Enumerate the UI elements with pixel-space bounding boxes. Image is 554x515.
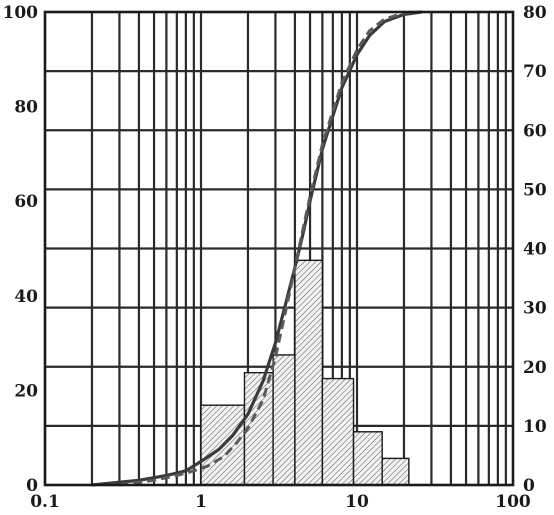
y-right-tick-label: 60 (523, 121, 547, 141)
x-tick-label: 100 (495, 492, 531, 512)
histogram-bar-6 (352, 431, 383, 486)
y-right-tick-label: 30 (523, 299, 547, 319)
y-right-tick-label: 10 (523, 417, 547, 437)
histogram-bars (200, 259, 410, 486)
y-right-tick-label: 0 (523, 476, 535, 496)
y-left-tick-label: 60 (14, 192, 38, 212)
histogram-bar-4 (294, 259, 324, 486)
histogram-bar-5 (321, 377, 355, 486)
y-left-tick-label: 0 (26, 476, 38, 496)
cumulative-curve-dashed (119, 10, 422, 487)
y-right-tick-label: 40 (523, 240, 547, 260)
y-left-tick-label: 20 (14, 381, 38, 401)
y-right-tick-label: 20 (523, 358, 547, 378)
y-left-tick-label: 100 (3, 3, 39, 23)
x-tick-label: 10 (345, 492, 369, 512)
histogram-bar-7 (381, 457, 410, 486)
x-tick-label: 0.1 (30, 492, 60, 512)
cumulative-curves (91, 10, 422, 487)
y-right-tick-label: 50 (523, 180, 547, 200)
x-tick-label: 1 (195, 492, 207, 512)
y-left-tick-label: 80 (14, 98, 38, 118)
plot-frame (43, 10, 515, 487)
y-left-tick-label: 40 (14, 287, 38, 307)
y-right-tick-label: 80 (523, 3, 547, 23)
histogram-bar-3 (272, 354, 296, 486)
y-right-tick-label: 70 (523, 62, 547, 82)
